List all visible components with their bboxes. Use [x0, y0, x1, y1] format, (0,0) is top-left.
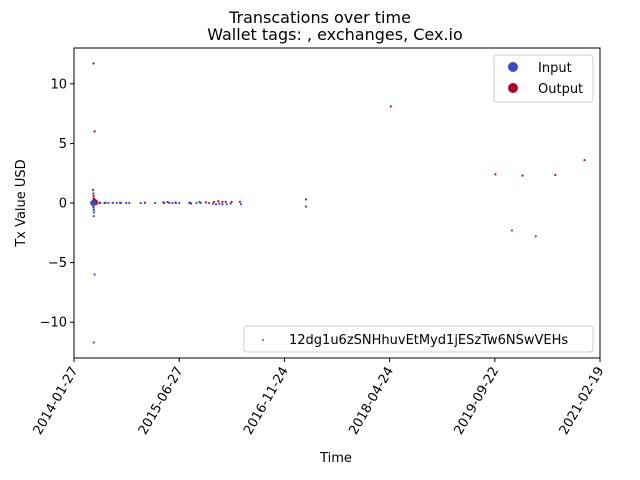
- output-point: [230, 200, 233, 203]
- input-point: [125, 201, 128, 205]
- legend-marker-output: [508, 83, 518, 93]
- input-point: [139, 201, 142, 205]
- output-point: [494, 173, 497, 176]
- x-tick-label: 2019-09-22: [451, 365, 502, 438]
- input-point: [163, 201, 166, 205]
- input-point: [154, 201, 157, 205]
- output-point: [166, 200, 169, 204]
- output-point: [143, 201, 147, 204]
- input-point: [534, 235, 537, 238]
- y-tick-label: 0: [59, 197, 67, 212]
- y-tick-label: −10: [40, 316, 67, 331]
- input-point: [99, 201, 102, 205]
- input-point: [90, 200, 97, 206]
- input-point: [195, 201, 198, 205]
- input-point: [107, 201, 110, 205]
- output-point: [238, 200, 242, 203]
- legend-input-output: Input Output: [493, 54, 594, 103]
- input-point: [95, 202, 99, 205]
- y-axis-ticks: −10 −5 0 5 10: [40, 77, 74, 331]
- x-axis-ticks: 2014-01-27 2015-06-27 2016-11-24 2018-04-24…: [31, 358, 608, 438]
- x-tick-label: 2015-06-27: [136, 365, 187, 438]
- y-axis-label: Tx Value USD: [14, 159, 29, 247]
- input-point: [119, 201, 123, 205]
- output-point: [224, 200, 227, 203]
- input-point: [190, 202, 193, 205]
- input-point: [111, 201, 114, 205]
- legend-marker-wallet: [262, 339, 264, 341]
- output-point: [554, 173, 557, 177]
- y-tick-label: −5: [48, 256, 67, 271]
- legend-label-output: Output: [538, 82, 583, 97]
- output-point: [521, 174, 524, 177]
- y-tick-label: 10: [50, 77, 67, 92]
- input-point: [178, 201, 181, 205]
- legend-label-input: Input: [538, 61, 572, 76]
- input-point: [168, 201, 171, 205]
- input-point: [92, 341, 95, 344]
- output-point: [304, 198, 308, 201]
- input-point: [171, 201, 174, 205]
- input-point: [92, 206, 95, 209]
- input-point: [510, 229, 514, 232]
- y-tick-label: 5: [59, 137, 67, 152]
- input-point: [92, 215, 95, 218]
- x-axis-label: Time: [319, 451, 352, 466]
- legend-marker-input: [508, 62, 518, 72]
- output-point: [221, 200, 224, 203]
- x-tick-label: 2014-01-27: [31, 365, 82, 438]
- input-point: [207, 201, 211, 205]
- input-point: [174, 201, 177, 205]
- output-point: [212, 200, 216, 203]
- input-point: [128, 201, 131, 205]
- x-tick-label: 2018-04-24: [346, 365, 397, 438]
- output-point: [92, 194, 95, 197]
- input-point: [103, 201, 106, 205]
- legend-wallet: 12dg1u6zSNHhuvEtMyd1jESzTw6NSwVEHs: [243, 325, 594, 353]
- input-point: [92, 209, 95, 212]
- input-point: [304, 205, 308, 208]
- input-point: [93, 273, 96, 276]
- chart-title: Transcations over time: [228, 8, 411, 27]
- x-tick-label: 2016-11-24: [241, 365, 292, 438]
- output-point: [217, 200, 220, 203]
- output-point: [583, 158, 586, 162]
- data-points: [90, 62, 586, 344]
- input-point: [188, 201, 191, 205]
- legend-box: [243, 325, 594, 353]
- input-point: [221, 203, 224, 206]
- chart-subtitle: Wallet tags: , exchanges, Cex.io: [207, 25, 463, 44]
- legend-label-wallet: 12dg1u6zSNHhuvEtMyd1jESzTw6NSwVEHs: [289, 333, 568, 348]
- input-point: [92, 211, 96, 214]
- input-point: [225, 203, 228, 206]
- output-point: [93, 130, 96, 133]
- output-point: [92, 62, 95, 65]
- input-point: [115, 201, 118, 205]
- output-point: [389, 105, 392, 108]
- input-point: [215, 203, 218, 206]
- output-point: [204, 201, 208, 204]
- input-point: [229, 202, 232, 205]
- output-point: [92, 188, 95, 191]
- input-point: [199, 201, 202, 205]
- input-point: [211, 202, 215, 205]
- output-point: [92, 192, 95, 195]
- input-point: [218, 202, 221, 205]
- legend-box: [493, 54, 594, 103]
- x-tick-label: 2021-02-19: [557, 365, 608, 438]
- input-point: [239, 203, 243, 206]
